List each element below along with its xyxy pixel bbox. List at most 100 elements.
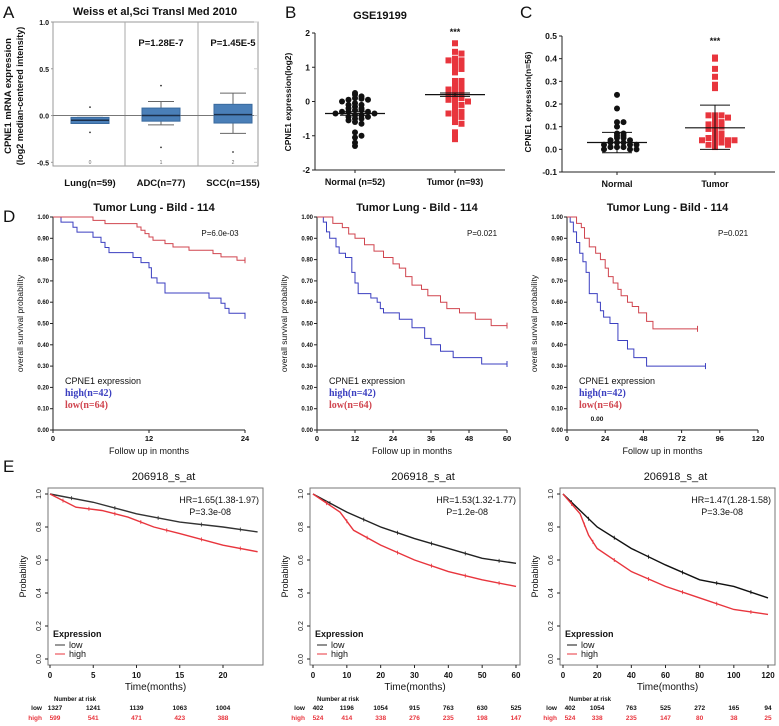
data-point [465, 98, 471, 105]
data-point [633, 146, 640, 153]
y-tick-label: 0.40 [37, 343, 49, 349]
p-value: P=1.2e-08 [446, 507, 488, 517]
chart-title: Tumor Lung - Bild - 114 [93, 202, 215, 214]
x-axis-label: Follow up in months [372, 446, 453, 456]
y-axis-label: overall survival probability [279, 274, 289, 372]
y-axis-label: CPNE1 expression(log2) [283, 52, 293, 151]
x-tick-label: 12 [145, 434, 153, 443]
data-point [345, 117, 352, 124]
y-tick-label: 0.20 [551, 385, 563, 391]
data-point [358, 120, 365, 127]
data-point [452, 64, 458, 71]
data-point [445, 86, 452, 93]
outlier-point [160, 146, 162, 149]
x-tick-label: 24 [389, 434, 398, 443]
y-tick-label: 0.8 [36, 522, 43, 532]
category-index: 1 [160, 160, 163, 166]
risk-row-label-low: low [546, 705, 558, 712]
data-point [458, 57, 465, 64]
y-tick-label: 1.0 [548, 489, 555, 499]
y-axis-label: Probability [530, 555, 540, 598]
data-point [458, 95, 465, 102]
risk-count: 1327 [48, 705, 63, 712]
y-tick-label: 0.60 [37, 300, 49, 306]
y-tick-label: 1.00 [301, 215, 313, 221]
data-point [345, 96, 352, 103]
risk-count: 524 [565, 715, 576, 722]
risk-count: 524 [313, 715, 324, 722]
legend-item-high: high(n=42) [329, 388, 376, 399]
data-point [627, 141, 633, 148]
legend-item-high: high [331, 649, 348, 659]
data-point [705, 125, 712, 132]
survival-curve-low [312, 493, 517, 564]
x-tick-label: 36 [427, 434, 435, 443]
chart-title: 206918_s_at [391, 471, 455, 483]
data-point [452, 69, 458, 76]
x-tick-label: 0 [311, 671, 316, 680]
y-tick-label: 0.90 [551, 236, 563, 242]
y-tick-label: 0.80 [37, 258, 49, 264]
panel-label-c: C [520, 3, 532, 22]
data-point [601, 141, 607, 148]
risk-count: 80 [696, 715, 704, 722]
y-tick-label: 0.4 [36, 588, 43, 598]
data-point [452, 83, 458, 90]
data-point [705, 135, 712, 141]
data-point [452, 48, 458, 55]
y-tick-label: 0.0 [545, 144, 557, 154]
data-point [452, 115, 458, 122]
p-value: P=0.021 [467, 229, 498, 238]
data-point [712, 85, 718, 92]
data-point [705, 112, 712, 119]
y-tick-label: 0.6 [298, 555, 305, 565]
legend-item-low: low(n=64) [579, 400, 622, 411]
x-tick-label: 20 [219, 671, 228, 680]
data-point [452, 40, 458, 47]
hazard-ratio: HR=1.47(1.28-1.58) [691, 495, 771, 505]
data-point [614, 91, 620, 98]
legend-item-high: high(n=42) [579, 388, 626, 399]
y-tick-label: 0.80 [551, 258, 563, 264]
survival-curve-high [562, 493, 769, 616]
data-point [712, 54, 718, 61]
chart-title: Tumor Lung - Bild - 114 [356, 202, 478, 214]
outlier-point [89, 131, 91, 134]
chart-title: 206918_s_at [132, 471, 196, 483]
risk-count: 525 [660, 705, 671, 712]
x-tick-label: Normal (n=52) [325, 177, 385, 187]
survival-curve-low [567, 216, 698, 330]
data-point [458, 120, 465, 127]
y-tick-label: 0.70 [37, 279, 49, 285]
risk-row-label-high: high [28, 715, 42, 722]
x-tick-label: 0 [48, 671, 53, 680]
y-axis-label: overall survival probability [15, 274, 25, 372]
x-axis-label: Follow up in months [109, 446, 190, 456]
risk-count: 915 [409, 705, 420, 712]
legend-title: CPNE1 expression [579, 376, 655, 386]
panel-label-a: A [3, 3, 15, 22]
x-tick-label: 0 [565, 434, 569, 443]
x-tick-label: 100 [727, 671, 741, 680]
data-point [620, 135, 627, 141]
plot-frame [52, 21, 259, 167]
x-tick-label: Tumor (n=93) [427, 177, 484, 187]
x-tick-label: 30 [410, 671, 419, 680]
x-tick-label: 96 [716, 434, 724, 443]
risk-count: 763 [626, 705, 637, 712]
category-index: 2 [232, 160, 235, 166]
y-tick-label: 0.30 [301, 364, 313, 370]
outlier-point [89, 106, 91, 109]
x-tick-label: 10 [132, 671, 141, 680]
y-tick-label: 0.4 [548, 588, 555, 598]
y-tick-label: 0.4 [545, 54, 557, 64]
y-tick-label: 0.70 [551, 279, 563, 285]
y-axis-label: CPNE1 expression(n=56) [523, 51, 533, 152]
data-point [458, 77, 465, 84]
annotation-text: 0.00 [591, 416, 604, 423]
data-point [705, 141, 712, 148]
y-tick-label: 1.0 [36, 489, 43, 499]
data-point [452, 79, 458, 86]
data-point [620, 144, 627, 151]
x-tick-label: 120 [752, 434, 765, 443]
